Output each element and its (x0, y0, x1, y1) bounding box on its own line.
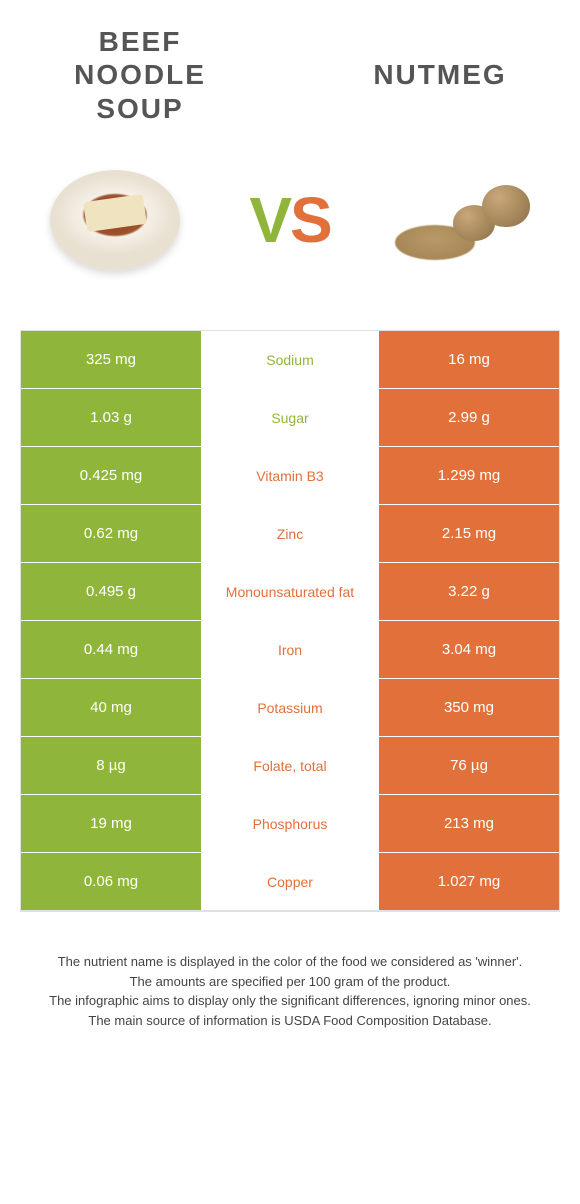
value-right: 1.299 mg (379, 447, 559, 504)
footer-line: The amounts are specified per 100 gram o… (20, 972, 560, 992)
value-left: 1.03 g (21, 389, 201, 446)
value-left: 0.06 mg (21, 853, 201, 910)
nutmeg-image (390, 155, 540, 285)
table-row: 325 mgSodium16 mg (21, 331, 559, 389)
table-row: 0.44 mgIron3.04 mg (21, 621, 559, 679)
vs-v-letter: V (249, 184, 290, 256)
footer-notes: The nutrient name is displayed in the co… (20, 952, 560, 1030)
value-left: 19 mg (21, 795, 201, 852)
nutrient-label: Folate, total (201, 737, 379, 794)
value-left: 0.44 mg (21, 621, 201, 678)
nutrient-label: Copper (201, 853, 379, 910)
table-row: 19 mgPhosphorus213 mg (21, 795, 559, 853)
value-left: 0.425 mg (21, 447, 201, 504)
value-left: 0.495 g (21, 563, 201, 620)
value-right: 213 mg (379, 795, 559, 852)
table-row: 0.495 gMonounsaturated fat3.22 g (21, 563, 559, 621)
value-right: 3.22 g (379, 563, 559, 620)
footer-line: The main source of information is USDA F… (20, 1011, 560, 1031)
header: Beef Noodle Soup Nutmeg (0, 0, 580, 140)
value-left: 325 mg (21, 331, 201, 388)
table-row: 0.425 mgVitamin B31.299 mg (21, 447, 559, 505)
value-right: 2.99 g (379, 389, 559, 446)
nutrient-table: 325 mgSodium16 mg1.03 gSugar2.99 g0.425 … (20, 330, 560, 912)
table-row: 0.62 mgZinc2.15 mg (21, 505, 559, 563)
nutrient-label: Vitamin B3 (201, 447, 379, 504)
nutrient-label: Zinc (201, 505, 379, 562)
nutrient-label: Iron (201, 621, 379, 678)
nutrient-label: Phosphorus (201, 795, 379, 852)
vs-s-letter: S (290, 184, 331, 256)
nutrient-label: Sugar (201, 389, 379, 446)
value-right: 76 µg (379, 737, 559, 794)
table-row: 1.03 gSugar2.99 g (21, 389, 559, 447)
nutrient-label: Sodium (201, 331, 379, 388)
footer-line: The nutrient name is displayed in the co… (20, 952, 560, 972)
value-left: 0.62 mg (21, 505, 201, 562)
nutrient-label: Potassium (201, 679, 379, 736)
value-right: 1.027 mg (379, 853, 559, 910)
table-row: 8 µgFolate, total76 µg (21, 737, 559, 795)
title-left: Beef Noodle Soup (40, 25, 240, 126)
value-left: 40 mg (21, 679, 201, 736)
vs-label: VS (249, 183, 330, 257)
value-right: 350 mg (379, 679, 559, 736)
table-row: 0.06 mgCopper1.027 mg (21, 853, 559, 911)
footer-line: The infographic aims to display only the… (20, 991, 560, 1011)
nutrient-label: Monounsaturated fat (201, 563, 379, 620)
value-left: 8 µg (21, 737, 201, 794)
value-right: 16 mg (379, 331, 559, 388)
vs-row: VS (0, 140, 580, 300)
value-right: 3.04 mg (379, 621, 559, 678)
value-right: 2.15 mg (379, 505, 559, 562)
beef-noodle-soup-image (40, 155, 190, 285)
title-right: Nutmeg (340, 58, 540, 92)
table-row: 40 mgPotassium350 mg (21, 679, 559, 737)
